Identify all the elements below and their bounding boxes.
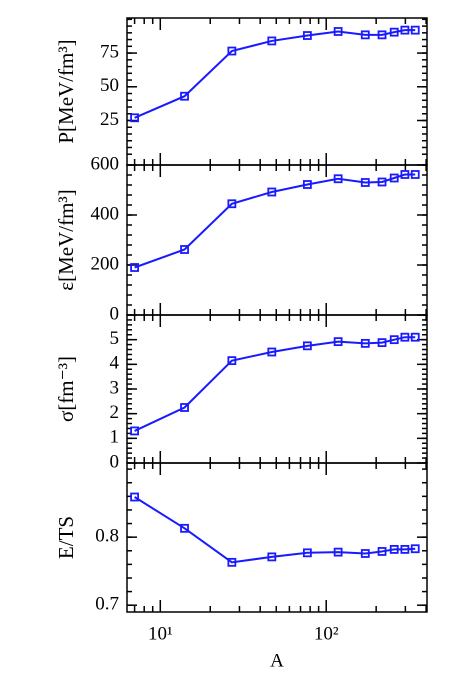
marker bbox=[410, 170, 420, 179]
y-tick-label: 1 bbox=[110, 427, 120, 448]
marker bbox=[227, 557, 237, 567]
marker bbox=[180, 245, 189, 254]
y-axis-label: P[MeV/fm³] bbox=[54, 39, 78, 143]
marker bbox=[377, 547, 387, 556]
y-tick-label: 5 bbox=[110, 328, 120, 349]
y-tick-label: 200 bbox=[91, 253, 120, 274]
marker bbox=[400, 25, 410, 35]
x-tick-label: 10¹ bbox=[148, 623, 173, 644]
y-tick-label: 0.7 bbox=[95, 594, 119, 615]
y-axis-label: ε[MeV/fm³] bbox=[54, 189, 78, 290]
marker bbox=[389, 173, 399, 183]
marker bbox=[267, 36, 277, 46]
marker bbox=[302, 341, 312, 351]
y-tick-label: 25 bbox=[100, 109, 119, 130]
marker bbox=[410, 332, 420, 342]
y-tick-label: 600 bbox=[91, 153, 120, 174]
marker bbox=[130, 263, 139, 272]
marker bbox=[333, 337, 343, 347]
marker bbox=[333, 27, 343, 36]
marker bbox=[410, 544, 420, 554]
marker bbox=[400, 170, 410, 179]
y-tick-label: 0 bbox=[110, 303, 120, 324]
y-tick-label: 75 bbox=[100, 41, 119, 62]
marker bbox=[377, 338, 387, 348]
y-axis-label: E/TS bbox=[54, 516, 78, 559]
marker bbox=[302, 31, 312, 40]
marker bbox=[130, 426, 139, 436]
marker bbox=[267, 552, 277, 562]
marker bbox=[360, 549, 370, 558]
marker bbox=[302, 548, 312, 558]
marker bbox=[360, 178, 370, 187]
panel-frame bbox=[126, 164, 428, 316]
x-axis-label: A bbox=[270, 650, 284, 671]
y-tick-label: 400 bbox=[91, 203, 120, 224]
y-tick-label: 0.8 bbox=[95, 526, 119, 547]
marker bbox=[333, 174, 343, 184]
marker bbox=[267, 187, 277, 197]
marker bbox=[400, 545, 410, 554]
y-tick-label: 50 bbox=[100, 75, 119, 96]
marker bbox=[180, 523, 189, 533]
x-tick-label: 10² bbox=[314, 623, 339, 644]
y-tick-label: 4 bbox=[110, 353, 120, 374]
marker bbox=[333, 547, 343, 557]
marker bbox=[227, 199, 237, 209]
panel-frame bbox=[126, 314, 428, 464]
marker bbox=[227, 46, 237, 56]
marker bbox=[360, 338, 370, 348]
marker bbox=[377, 30, 387, 40]
y-tick-label: 2 bbox=[110, 402, 120, 423]
marker bbox=[360, 30, 370, 40]
y-axis-label: σ[fm⁻³] bbox=[54, 356, 78, 422]
marker bbox=[389, 335, 399, 345]
marker bbox=[267, 347, 277, 357]
marker bbox=[389, 545, 399, 554]
marker bbox=[389, 27, 399, 37]
marker bbox=[130, 113, 139, 123]
marker bbox=[130, 492, 139, 502]
marker bbox=[302, 180, 312, 189]
marker bbox=[227, 356, 237, 366]
y-tick-label: 0 bbox=[110, 451, 120, 472]
marker bbox=[180, 91, 189, 101]
marker bbox=[410, 25, 420, 35]
marker bbox=[400, 332, 410, 342]
panel-frame bbox=[126, 462, 428, 613]
marker bbox=[377, 177, 387, 187]
y-tick-label: 3 bbox=[110, 377, 120, 398]
marker bbox=[180, 403, 189, 412]
